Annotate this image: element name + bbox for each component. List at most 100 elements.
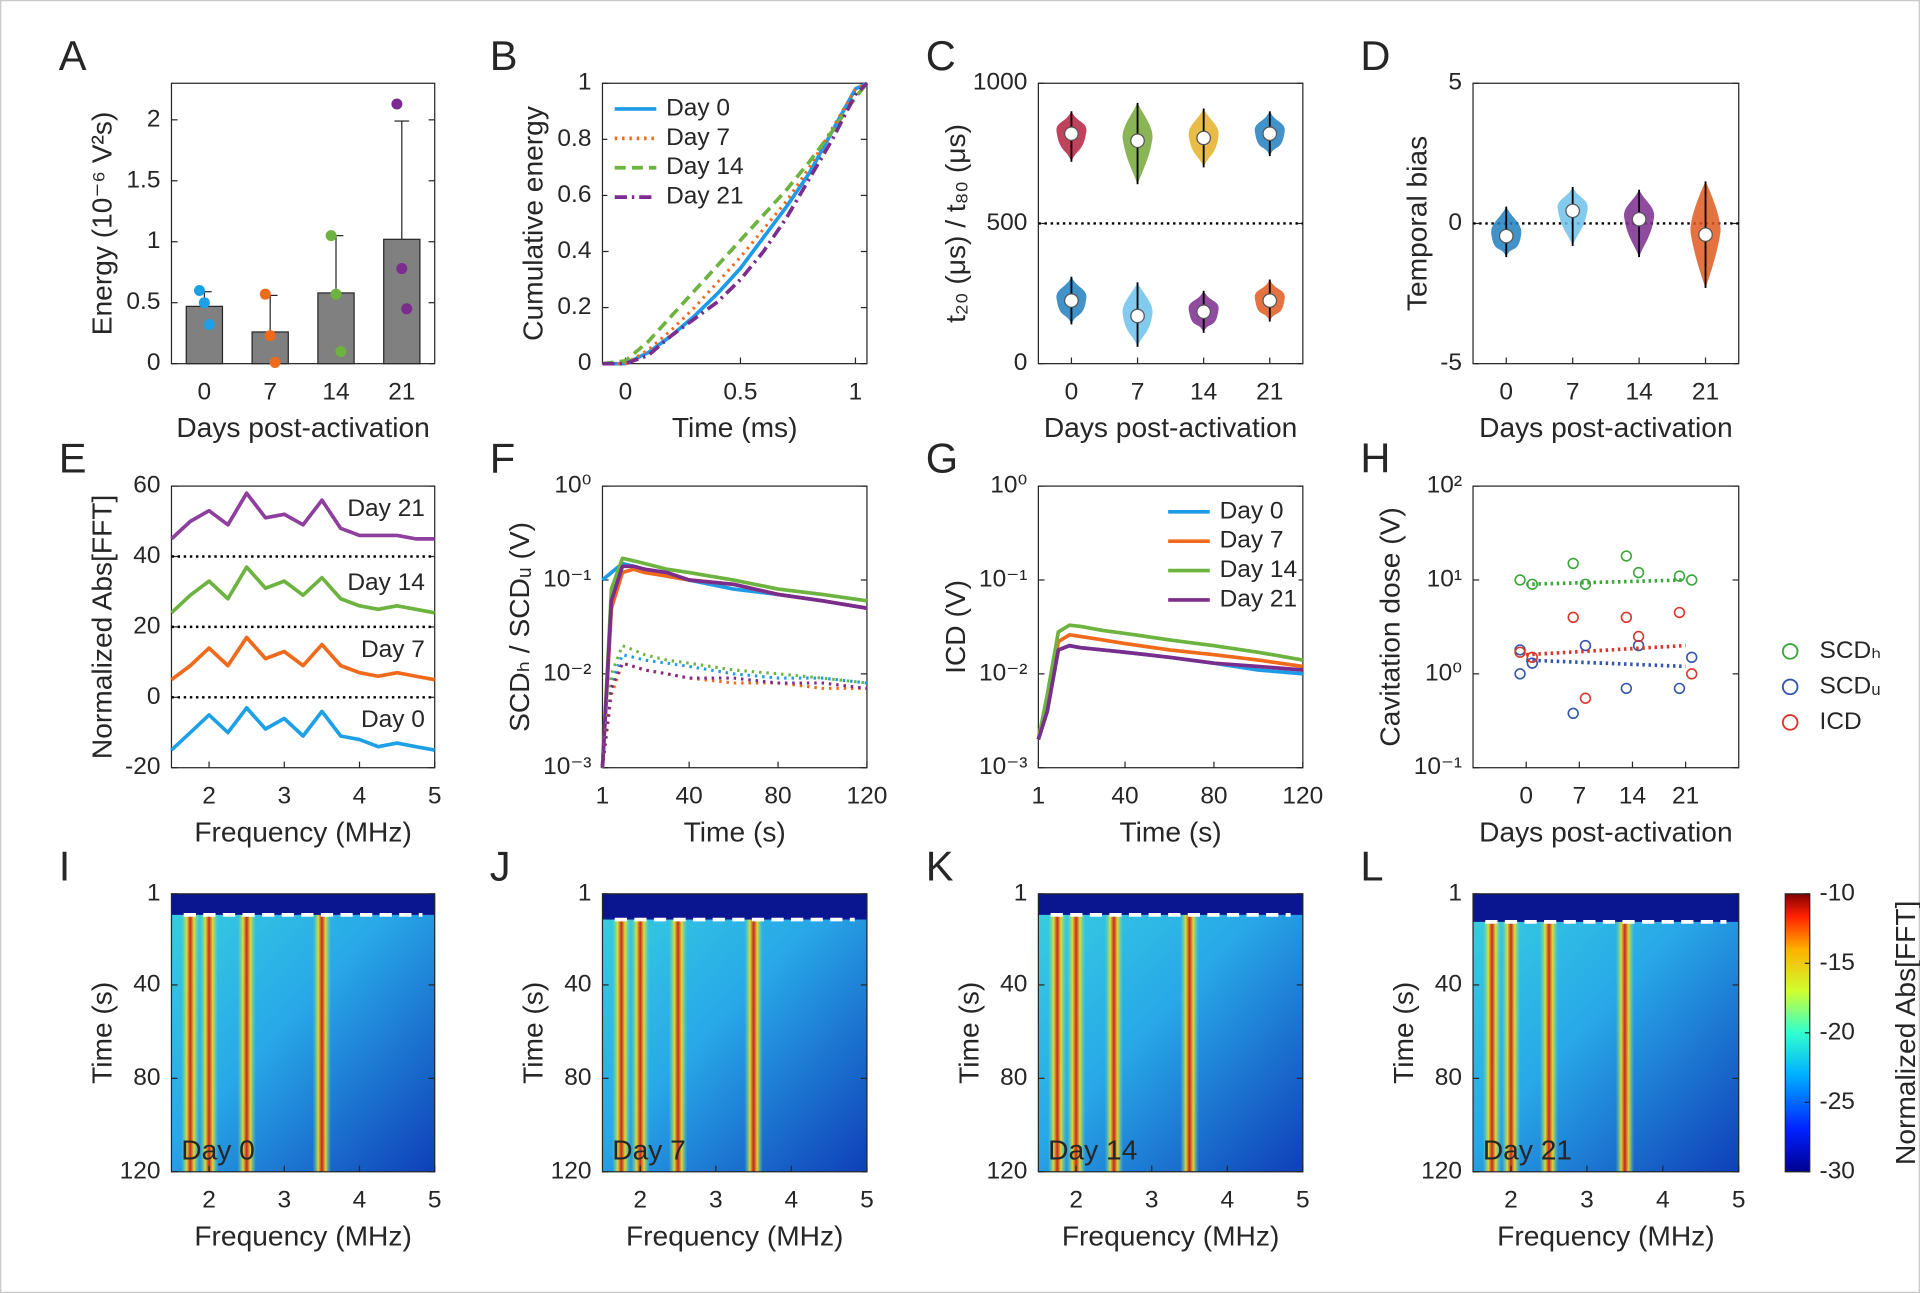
legend-label: Day 14 <box>1220 556 1298 583</box>
heatmap-peak <box>1066 914 1086 1172</box>
heatmap-label: Day 0 <box>181 1135 255 1166</box>
y-tick-label: 40 <box>133 970 160 997</box>
x-tick-label: 7 <box>1566 379 1580 406</box>
y-tick-label: 500 <box>987 209 1028 236</box>
series-line <box>170 706 436 752</box>
legend-label: Day 0 <box>1220 497 1284 524</box>
violin-median <box>1262 293 1278 308</box>
scatter-point <box>1673 682 1686 695</box>
x-tick-label: 5 <box>428 783 442 810</box>
x-tick-label: 0 <box>619 379 633 406</box>
heatmap-pre-onset <box>602 893 867 920</box>
y-tick-label: 40 <box>133 542 160 569</box>
scatter-point <box>1632 630 1645 643</box>
y-tick-label: 10⁻² <box>979 659 1027 686</box>
x-tick-label: 40 <box>676 783 703 810</box>
heatmap-peak <box>237 914 256 1172</box>
y-tick-label: 10⁻³ <box>543 753 591 780</box>
x-axis-label: Time (ms) <box>672 412 798 443</box>
x-axis-label: Time (s) <box>684 816 786 847</box>
x-tick-label: 3 <box>277 783 291 810</box>
heatmap-peak <box>1104 914 1124 1172</box>
y-tick-label: 10² <box>1427 472 1462 499</box>
series-label: Day 7 <box>361 636 425 663</box>
panel-letter: E <box>59 435 87 482</box>
violin-median <box>1498 228 1514 244</box>
heatmap-peak <box>312 914 332 1172</box>
x-tick-label: 3 <box>709 1187 723 1214</box>
x-tick-label: 21 <box>388 379 415 406</box>
y-axis-label: ICD (V) <box>940 580 971 674</box>
bar <box>383 238 421 365</box>
scatter-point <box>1567 611 1579 624</box>
x-axis-label: Days post-activation <box>1479 816 1733 847</box>
x-tick-label: 14 <box>1619 783 1646 810</box>
legend-swatch <box>1781 643 1799 660</box>
x-tick-label: 0 <box>1519 783 1533 810</box>
y-tick-label: -5 <box>1440 349 1462 376</box>
panel-letter: C <box>926 32 956 79</box>
y-tick-label: 0 <box>147 683 161 710</box>
heatmap-label: Day 7 <box>612 1135 686 1166</box>
x-axis-label: Time (s) <box>1120 816 1222 847</box>
series-line <box>600 556 868 768</box>
axes-frame <box>1472 893 1740 1173</box>
scatter-point <box>1514 668 1526 680</box>
colorbar-label: Normalized Abs[FFT] <box>1890 901 1920 1165</box>
data-point <box>269 356 281 368</box>
series-label: Day 21 <box>347 495 425 522</box>
y-tick-label: 0.6 <box>557 181 591 208</box>
x-tick-label: 80 <box>1200 783 1227 810</box>
y-tick-label: 2 <box>147 105 161 132</box>
series-line <box>1036 623 1304 740</box>
x-tick-label: 0.5 <box>723 379 757 406</box>
data-point <box>259 288 271 300</box>
y-tick-label: 10⁻² <box>543 659 591 686</box>
x-tick-label: 14 <box>1625 379 1652 406</box>
data-point <box>193 284 205 297</box>
x-tick-label: 7 <box>1131 379 1145 406</box>
x-axis-label: Frequency (MHz) <box>194 1220 411 1251</box>
y-tick-label: 80 <box>564 1064 591 1091</box>
y-tick-label: 40 <box>564 970 591 997</box>
heatmap-label: Day 14 <box>1048 1135 1137 1166</box>
y-tick-label: 80 <box>133 1064 160 1091</box>
x-tick-label: 3 <box>1580 1187 1594 1214</box>
x-axis-label: Frequency (MHz) <box>626 1220 843 1251</box>
colorbar-tick-label: -25 <box>1820 1088 1855 1115</box>
violin-median <box>1064 126 1079 142</box>
x-axis-label: Days post-activation <box>176 412 430 443</box>
legend-label: ICD <box>1820 708 1862 735</box>
x-tick-label: 5 <box>860 1187 874 1214</box>
y-tick-label: 10⁻³ <box>979 753 1027 780</box>
scatter-point <box>1632 566 1645 579</box>
y-tick-label: 80 <box>1435 1064 1462 1091</box>
trend-line <box>1526 643 1686 657</box>
y-tick-label: 1 <box>1448 879 1462 906</box>
y-tick-label: 120 <box>987 1157 1028 1184</box>
panel-letter: K <box>926 842 954 889</box>
scatter-point <box>1620 682 1633 695</box>
y-axis-label: Cumulative energy <box>518 105 549 341</box>
y-tick-label: 0 <box>1014 349 1028 376</box>
x-tick-label: 1 <box>596 783 610 810</box>
y-tick-label: 1 <box>578 69 592 96</box>
legend-swatch <box>1781 714 1799 731</box>
y-axis-label: Temporal bias <box>1402 136 1433 311</box>
scatter-point <box>1514 646 1526 658</box>
y-tick-label: 1 <box>147 227 161 254</box>
y-tick-label: 120 <box>120 1157 161 1184</box>
legend-label: Day 14 <box>666 153 744 180</box>
legend-label: Day 21 <box>1220 585 1298 612</box>
y-tick-label: 10¹ <box>1427 565 1462 592</box>
axes-frame <box>601 893 868 1173</box>
trend-line <box>1526 658 1686 669</box>
heatmap-pre-onset <box>171 893 435 915</box>
y-tick-label: 0.5 <box>126 288 160 315</box>
x-tick-label: 21 <box>1256 379 1283 406</box>
y-tick-label: 0 <box>578 349 592 376</box>
x-tick-label: 7 <box>1573 783 1587 810</box>
data-point <box>330 288 342 300</box>
axes-frame <box>601 82 868 365</box>
